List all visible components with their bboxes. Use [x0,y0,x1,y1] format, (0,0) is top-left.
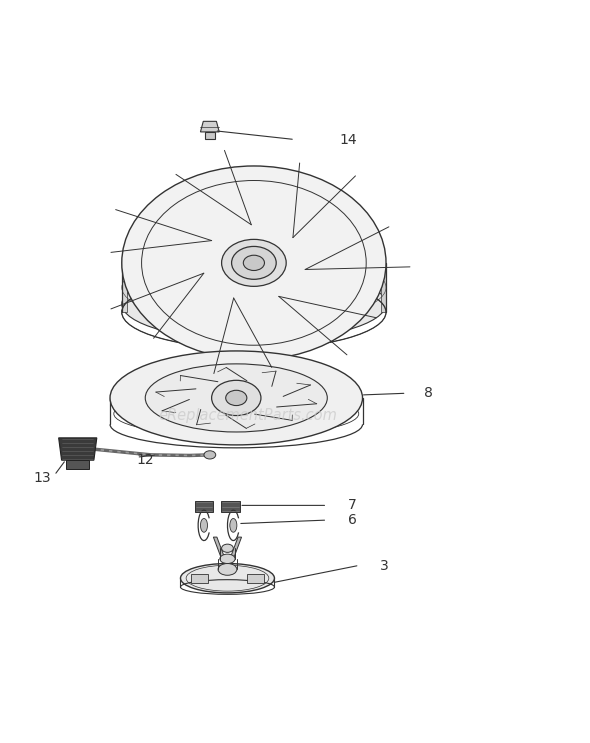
Polygon shape [247,574,264,583]
Ellipse shape [243,256,264,270]
Ellipse shape [230,519,237,532]
Ellipse shape [204,451,216,459]
Polygon shape [122,263,127,312]
Ellipse shape [232,247,276,279]
Text: 14: 14 [339,132,357,146]
Polygon shape [230,537,241,560]
Ellipse shape [122,267,386,341]
Polygon shape [58,438,97,460]
Text: 13: 13 [34,471,51,485]
Ellipse shape [226,390,247,406]
Ellipse shape [110,351,362,445]
Ellipse shape [145,364,327,432]
Polygon shape [195,501,214,513]
Ellipse shape [212,380,261,415]
Polygon shape [191,574,208,583]
Ellipse shape [222,544,233,552]
Ellipse shape [122,166,386,360]
Polygon shape [214,537,226,560]
Ellipse shape [222,239,286,286]
Ellipse shape [220,554,235,563]
Polygon shape [221,501,240,513]
Text: 12: 12 [136,452,154,467]
Text: 7: 7 [348,499,356,513]
Polygon shape [201,121,219,132]
Ellipse shape [201,519,208,532]
Text: 8: 8 [424,386,433,400]
Polygon shape [67,460,89,469]
Polygon shape [205,132,215,139]
Text: 3: 3 [380,559,389,574]
Polygon shape [381,263,386,312]
Text: 6: 6 [348,513,357,527]
Ellipse shape [181,563,274,593]
Text: eReplacementParts.com: eReplacementParts.com [159,408,337,423]
Ellipse shape [218,563,237,575]
